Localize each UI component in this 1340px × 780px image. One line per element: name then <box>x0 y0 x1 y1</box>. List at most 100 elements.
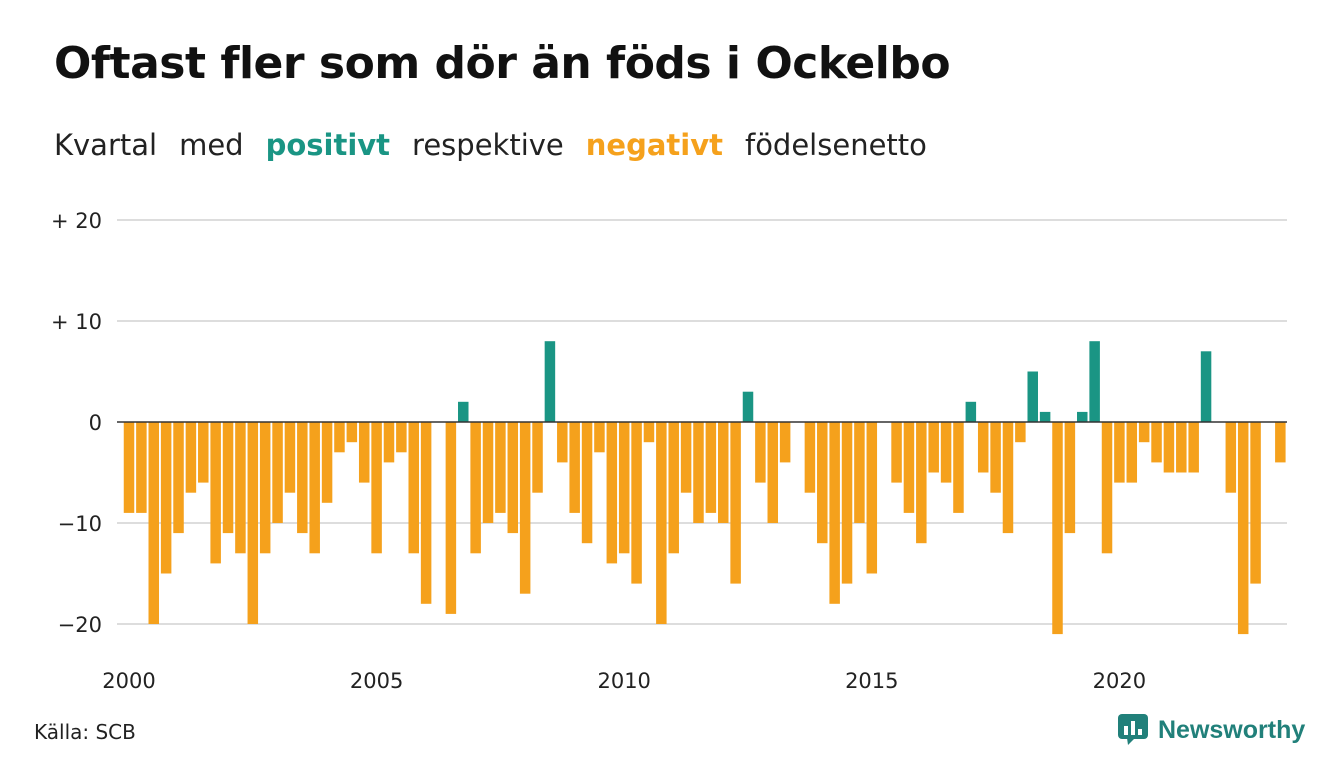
y-tick-label: −20 <box>58 613 102 637</box>
bar <box>321 422 333 503</box>
bar <box>668 422 679 554</box>
y-axis-tick-labels: + 20 + 10 0 −10 −20 <box>51 209 102 637</box>
bar <box>1163 422 1175 473</box>
bar <box>470 422 481 554</box>
bar <box>656 422 667 624</box>
bar <box>581 422 593 544</box>
bar <box>705 422 717 513</box>
bar <box>916 422 927 544</box>
bar <box>940 422 952 483</box>
bar <box>680 422 692 493</box>
bar <box>1225 422 1237 493</box>
y-tick-label: −10 <box>58 512 102 536</box>
subtitle-negative-word: negativt <box>585 128 723 162</box>
bar <box>1126 422 1138 483</box>
bar <box>507 422 519 534</box>
subtitle-text: med <box>179 128 244 162</box>
bar <box>136 422 147 513</box>
bar <box>210 422 221 564</box>
bar <box>458 401 469 422</box>
source-note: Källa: SCB <box>34 720 136 744</box>
bar <box>693 422 704 523</box>
bar <box>594 422 605 453</box>
bar <box>383 422 395 463</box>
bar <box>977 422 989 473</box>
bar <box>420 422 432 604</box>
bar <box>1077 411 1088 422</box>
bar <box>185 422 197 493</box>
bar <box>779 422 791 463</box>
bar <box>519 422 531 594</box>
bar <box>854 422 865 523</box>
bar <box>160 422 172 574</box>
bar <box>123 422 135 513</box>
bar <box>445 422 457 614</box>
bar <box>1039 411 1051 422</box>
brand-logo: Newsworthy <box>1118 714 1305 746</box>
bar <box>1138 422 1150 443</box>
bar <box>928 422 939 473</box>
x-tick-label: 2010 <box>597 669 650 693</box>
bar <box>1101 422 1113 554</box>
x-tick-label: 2005 <box>350 669 403 693</box>
bar <box>953 422 964 513</box>
bar <box>829 422 840 604</box>
y-tick-label: + 20 <box>51 209 102 233</box>
bar <box>272 422 283 523</box>
bar <box>643 422 655 443</box>
bar <box>755 422 766 483</box>
bar <box>148 422 160 624</box>
bar <box>606 422 618 564</box>
bar <box>891 422 902 483</box>
bar <box>1089 341 1100 422</box>
bar <box>817 422 828 544</box>
y-tick-label: 0 <box>89 411 102 435</box>
bar <box>396 422 407 453</box>
bar <box>730 422 741 584</box>
bar <box>284 422 296 493</box>
bar <box>557 422 568 463</box>
chart-subtitle: Kvartal med positivt respektive negativt föde… <box>54 128 949 162</box>
bar <box>482 422 494 523</box>
bar-chart-speech-icon <box>1118 714 1148 745</box>
bar <box>742 391 754 422</box>
bar <box>309 422 320 554</box>
bar <box>990 422 1001 493</box>
bar <box>544 341 556 422</box>
bar <box>1052 422 1063 635</box>
bar <box>804 422 816 493</box>
brand-name: Newsworthy <box>1158 715 1306 744</box>
bar <box>222 422 234 534</box>
bar <box>532 422 543 493</box>
bar <box>1188 422 1199 473</box>
x-tick-label: 2020 <box>1093 669 1146 693</box>
bar <box>866 422 878 574</box>
bar <box>235 422 246 554</box>
bar <box>198 422 209 483</box>
bar <box>247 422 259 624</box>
subtitle-text: respektive <box>412 128 564 162</box>
bar <box>346 422 358 443</box>
x-tick-label: 2015 <box>845 669 898 693</box>
bar <box>1275 422 1286 463</box>
bar <box>297 422 308 534</box>
bar <box>1200 351 1212 422</box>
bar <box>173 422 184 534</box>
bar <box>717 422 729 523</box>
bar <box>569 422 580 513</box>
x-axis-tick-labels: 2000 2005 2010 2015 2020 <box>102 669 1146 693</box>
bar <box>1176 422 1187 473</box>
bar <box>767 422 779 523</box>
y-tick-label: + 10 <box>51 310 102 334</box>
bar <box>965 401 977 422</box>
bar <box>495 422 506 513</box>
subtitle-text: födelsenetto <box>744 128 927 162</box>
bar <box>1114 422 1125 483</box>
bar <box>1064 422 1076 534</box>
bar <box>1002 422 1014 534</box>
chart-title: Oftast fler som dör än föds i Ockelbo <box>54 38 951 89</box>
bar <box>1015 422 1026 443</box>
bar <box>1151 422 1162 463</box>
x-tick-label: 2000 <box>102 669 155 693</box>
